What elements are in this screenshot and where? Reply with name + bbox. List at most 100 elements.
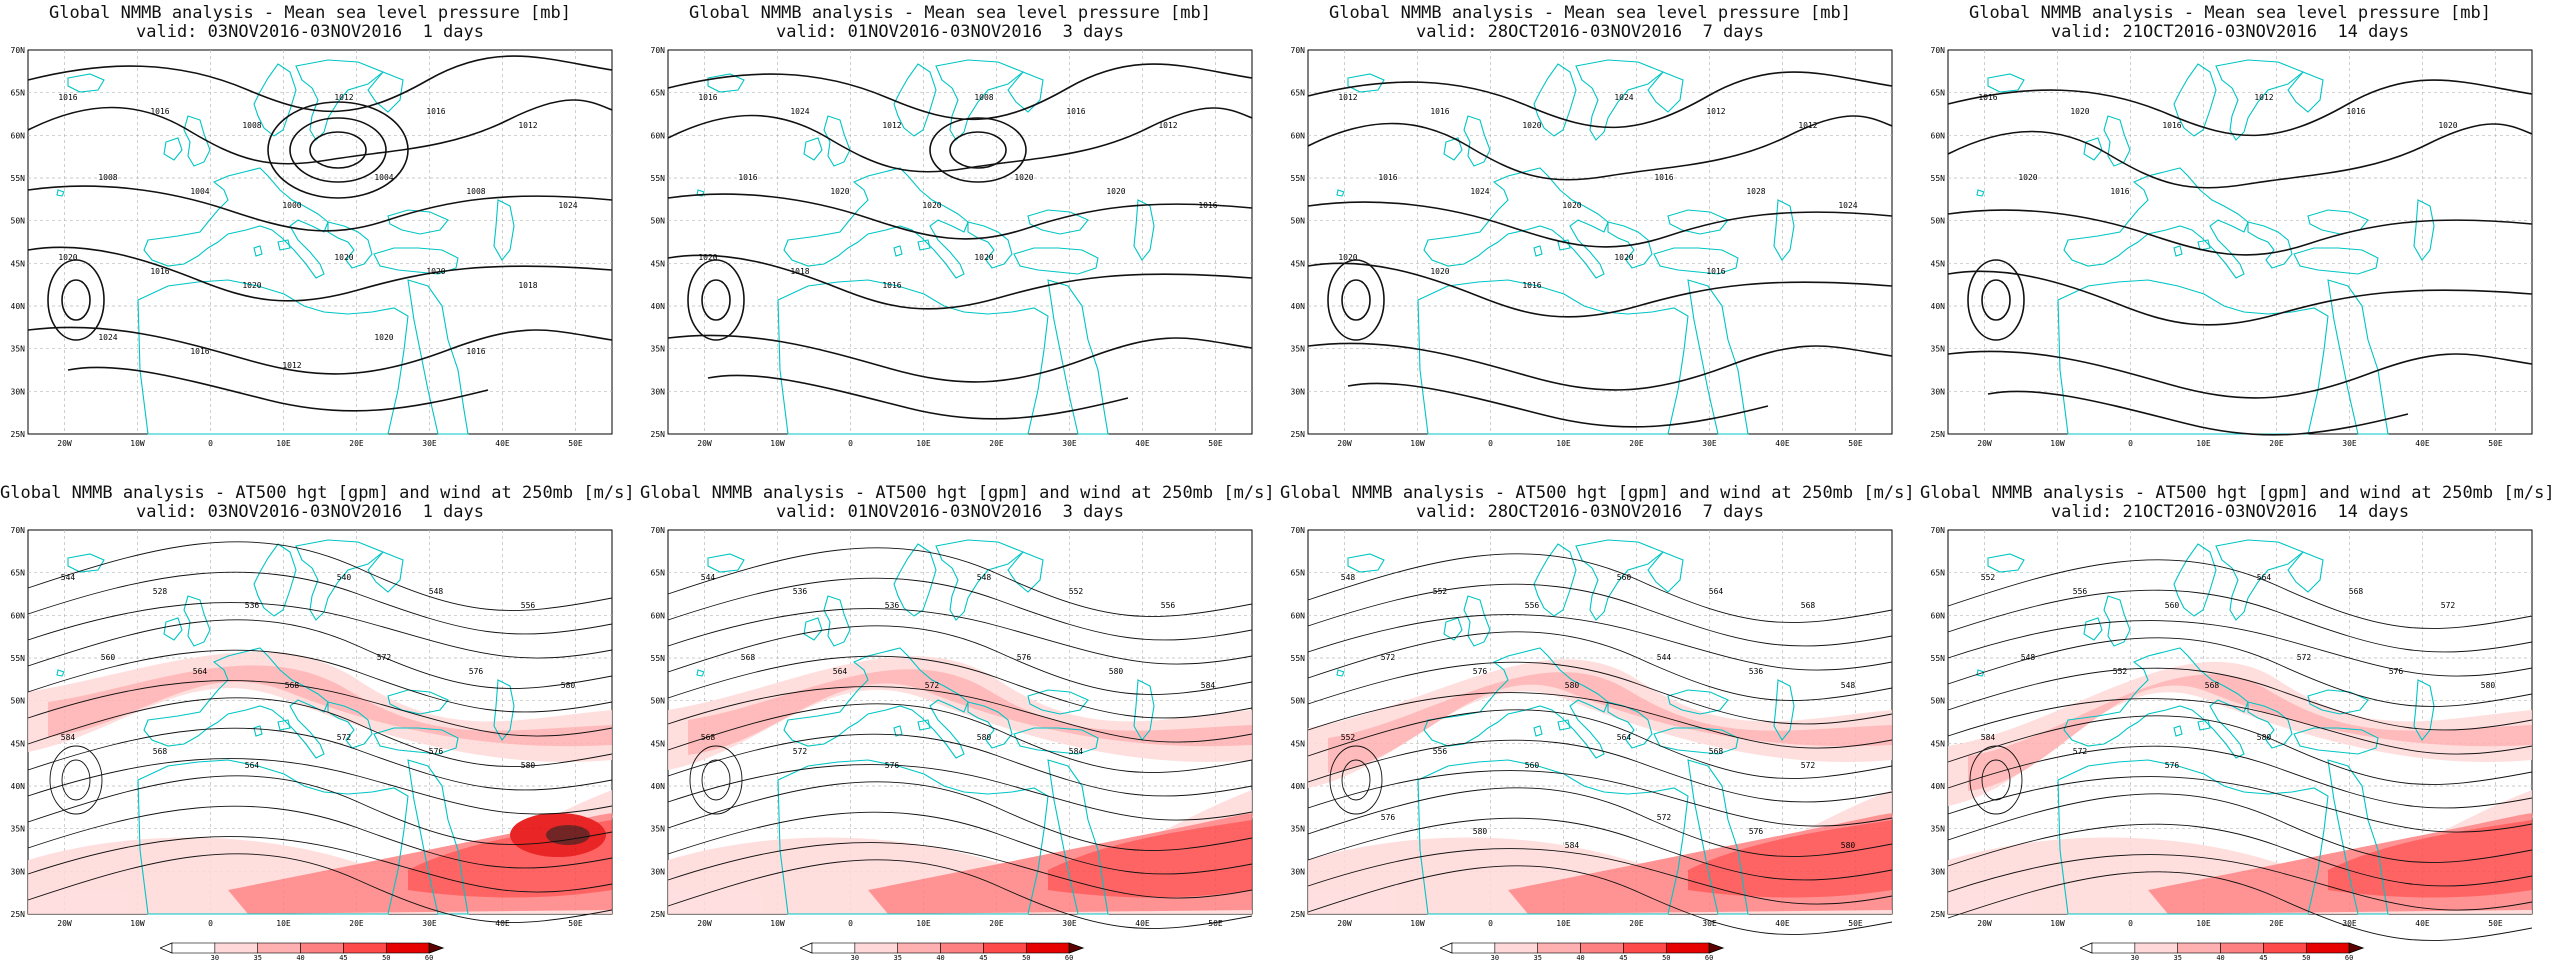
coastline xyxy=(2103,595,2131,647)
panel-mslp-14d: Global NMMB analysis - Mean sea level pr… xyxy=(1920,0,2560,480)
panel-subtitle: valid: 28OCT2016-03NOV2016 7 days xyxy=(1416,22,1764,42)
coastline xyxy=(1443,617,1463,641)
contour-label: 580 xyxy=(1109,667,1124,676)
contour-label: 568 xyxy=(741,653,756,662)
map-frame xyxy=(1947,49,2533,435)
height-contour xyxy=(1307,865,1893,935)
coastline xyxy=(1533,543,1577,617)
contour-label: 1020 xyxy=(830,187,849,196)
coastline xyxy=(1575,539,1665,621)
coastline xyxy=(387,689,449,715)
panel-subtitle: valid: 21OCT2016-03NOV2016 14 days xyxy=(2050,502,2410,522)
contour-label-text: 1012 xyxy=(1158,121,1177,130)
contour-label: 556 xyxy=(1161,601,1176,610)
colorbar-swatch xyxy=(2134,942,2179,954)
contour-label: 1012 xyxy=(518,121,537,130)
jet-band xyxy=(668,656,1252,770)
contour-label: 1016 xyxy=(1706,267,1725,276)
height-contour xyxy=(1947,559,2533,629)
coastline xyxy=(917,719,931,731)
contour-label: 548 xyxy=(1841,681,1856,690)
lat-tick-label: 60N xyxy=(651,611,666,620)
contour-label: 560 xyxy=(2165,601,2180,610)
colorbar-swatch xyxy=(1623,942,1667,954)
height-contour xyxy=(1947,715,2533,785)
contour-label: 1016 xyxy=(698,93,717,102)
coastline xyxy=(2293,247,2379,275)
lat-tick-label: 30N xyxy=(651,867,666,876)
isobar-closed xyxy=(47,259,105,341)
coastline xyxy=(373,247,459,275)
coastline xyxy=(1423,647,1609,759)
contour-label-text: 576 xyxy=(885,761,900,770)
lat-tick-label: 25N xyxy=(1931,910,1946,919)
panel-title: Global NMMB analysis - Mean sea level pr… xyxy=(1329,3,1851,23)
contour-label: 1012 xyxy=(1706,107,1725,116)
coastline xyxy=(67,73,105,93)
contour-label-text: 1008 xyxy=(974,93,993,102)
lon-tick-label: 30E xyxy=(1062,919,1077,928)
contour-label-text: 1020 xyxy=(1338,253,1357,262)
contour-label-text: 1016 xyxy=(1378,173,1397,182)
lat-tick-label: 40N xyxy=(651,302,666,311)
lat-tick-label: 70N xyxy=(1291,526,1306,535)
contour-label: 1016 xyxy=(1378,173,1397,182)
contour-label: 568 xyxy=(2205,681,2220,690)
height-contour xyxy=(1947,745,2533,809)
map-mslp-14d: 1016 1020 1016 1012 1016 1020 1020 1016 25N 30N 35… xyxy=(1931,46,2533,448)
colorbar-swatch xyxy=(2220,942,2264,954)
coastline xyxy=(783,647,969,759)
contour-label-text: 1016 xyxy=(150,107,169,116)
coastline xyxy=(1336,189,1345,197)
colorbar-swatch xyxy=(1537,942,1581,954)
lon-tick-label: 10W xyxy=(2050,919,2065,928)
height-contour xyxy=(1947,871,2533,941)
height-contour xyxy=(1947,854,2533,911)
lat-tick-label: 70N xyxy=(1931,46,1946,55)
map-z500-1d: 544 528 536 540 548 556 560 564 568 572 576 580 584 5… xyxy=(11,526,613,928)
coastline xyxy=(253,725,263,737)
coastline xyxy=(2083,137,2103,161)
isobar-line xyxy=(667,107,1253,173)
coastline xyxy=(917,239,931,251)
map-frame xyxy=(667,49,1253,435)
coastline xyxy=(823,115,851,167)
panel-z500-14d: Global NMMB analysis - AT500 hgt [gpm] a… xyxy=(1920,480,2560,960)
contour-label-text: 1004 xyxy=(190,187,209,196)
contour-label: 568 xyxy=(153,747,168,756)
colorbar-swatch xyxy=(1451,942,1496,954)
coastline xyxy=(253,245,263,257)
colorbar-swatch xyxy=(1025,942,1070,954)
height-contour xyxy=(1307,739,1893,803)
lat-tick-label: 60N xyxy=(1931,131,1946,140)
height-contour xyxy=(667,655,1253,719)
isobar-closed xyxy=(929,117,1027,183)
contour-label-text: 1012 xyxy=(1798,121,1817,130)
coastline xyxy=(1133,679,1155,741)
contour-label-text: 1016 xyxy=(466,347,485,356)
lon-tick-label: 10E xyxy=(1556,919,1571,928)
lat-tick-label: 50N xyxy=(651,697,666,706)
contour-label: 1016 xyxy=(1198,201,1217,210)
contour-label: 1012 xyxy=(2254,93,2273,102)
contour-label-text: 568 xyxy=(1801,601,1816,610)
isobar-closed xyxy=(289,117,387,183)
lat-tick-label: 45N xyxy=(11,259,26,268)
contour-label: 552 xyxy=(2113,667,2128,676)
contour-label-text: 1020 xyxy=(1430,267,1449,276)
contour-label-text: 564 xyxy=(245,761,260,770)
contour-label-text: 1020 xyxy=(2438,121,2457,130)
lon-axis: 20W 10W 0 10E 20E 30E 40E 50E xyxy=(1337,919,1863,928)
lon-tick-label: 30E xyxy=(422,919,437,928)
coastline xyxy=(1533,725,1543,737)
colorbar-swatch xyxy=(897,942,941,954)
lat-axis: 25N 30N 35N 40N 45N 50N 55N 60N 65N 70N xyxy=(1931,526,1946,919)
lon-tick-label: 0 xyxy=(208,919,213,928)
coastline xyxy=(1653,727,1739,755)
contour-label: 572 xyxy=(1801,761,1816,770)
lon-tick-label: 0 xyxy=(208,439,213,448)
contour-label: 1016 xyxy=(58,93,77,102)
colorbar-tick-label: 50 xyxy=(1662,954,1670,960)
contour-label-text: 1012 xyxy=(334,93,353,102)
lon-tick-label: 10W xyxy=(130,919,145,928)
